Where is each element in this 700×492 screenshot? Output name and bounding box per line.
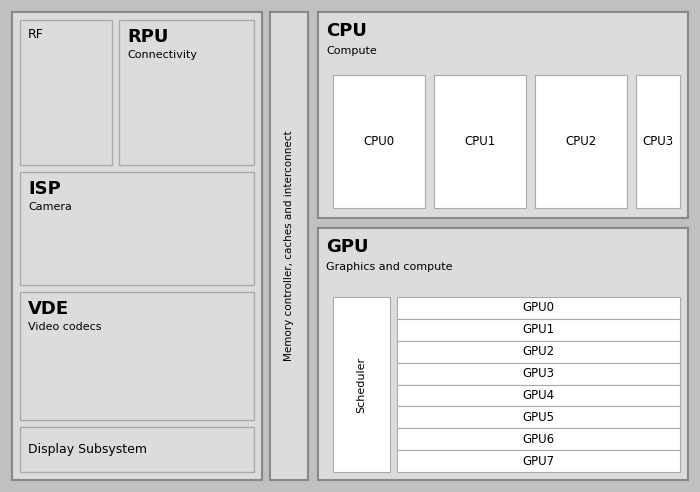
Bar <box>20 292 254 420</box>
Text: Camera: Camera <box>28 202 72 212</box>
Bar <box>318 228 688 480</box>
Bar <box>397 406 680 428</box>
Bar <box>20 427 254 472</box>
Text: GPU4: GPU4 <box>522 389 554 402</box>
Text: GPU2: GPU2 <box>522 345 554 358</box>
Text: Connectivity: Connectivity <box>127 50 197 60</box>
Bar <box>397 363 680 385</box>
Text: GPU5: GPU5 <box>522 411 554 424</box>
Bar <box>397 319 680 341</box>
Bar <box>397 428 680 450</box>
Text: GPU6: GPU6 <box>522 432 554 446</box>
Bar <box>434 75 526 208</box>
Bar <box>636 75 680 208</box>
Text: GPU7: GPU7 <box>522 455 554 467</box>
Bar <box>333 75 425 208</box>
Text: GPU1: GPU1 <box>522 323 554 337</box>
Text: CPU0: CPU0 <box>363 135 395 148</box>
Text: CPU: CPU <box>326 22 367 40</box>
Text: CPU3: CPU3 <box>643 135 673 148</box>
Text: VDE: VDE <box>28 300 69 318</box>
Text: RF: RF <box>28 28 44 41</box>
Text: CPU1: CPU1 <box>464 135 496 148</box>
Bar <box>397 450 680 472</box>
Bar <box>119 20 254 165</box>
Text: Video codecs: Video codecs <box>28 322 101 332</box>
Bar <box>318 12 688 218</box>
Bar <box>397 297 680 319</box>
Text: RPU: RPU <box>127 28 169 46</box>
Bar <box>270 12 308 480</box>
Bar <box>333 297 390 472</box>
Text: GPU0: GPU0 <box>522 302 554 314</box>
Text: CPU2: CPU2 <box>566 135 596 148</box>
Bar <box>20 172 254 285</box>
Bar <box>397 385 680 406</box>
Text: GPU3: GPU3 <box>522 367 554 380</box>
Bar <box>12 12 262 480</box>
Text: Display Subsystem: Display Subsystem <box>28 443 147 456</box>
Text: Memory controller, caches and interconnect: Memory controller, caches and interconne… <box>284 131 294 361</box>
Text: Compute: Compute <box>326 46 377 56</box>
Bar <box>535 75 627 208</box>
Bar <box>20 20 112 165</box>
Text: ISP: ISP <box>28 180 61 198</box>
Text: Scheduler: Scheduler <box>356 356 367 413</box>
Bar <box>397 341 680 363</box>
Text: Graphics and compute: Graphics and compute <box>326 262 452 272</box>
Text: GPU: GPU <box>326 238 368 256</box>
